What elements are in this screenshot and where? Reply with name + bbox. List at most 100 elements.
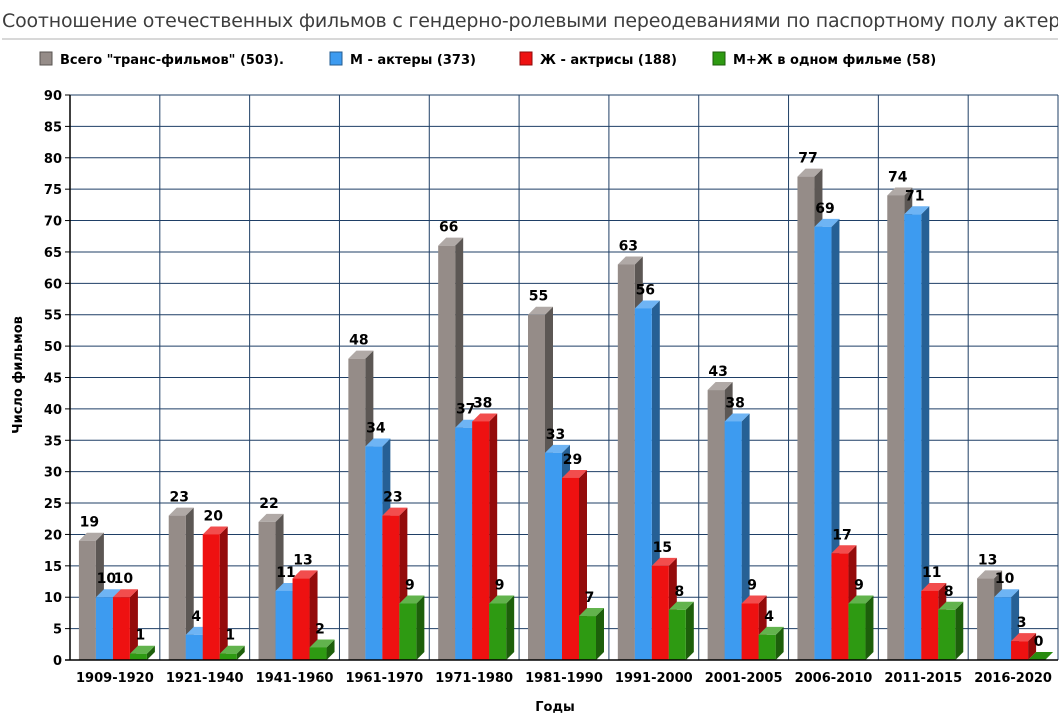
data-label: 10 [114, 571, 134, 587]
y-tick-label: 65 [44, 246, 62, 261]
y-tick-label: 60 [44, 277, 62, 292]
bar [292, 570, 318, 660]
bar-top [202, 526, 228, 535]
data-label: 4 [191, 609, 201, 625]
legend-entry: М+Ж в одном фильме (58) [733, 53, 936, 68]
bar-top [797, 168, 823, 177]
bar-front [202, 534, 220, 660]
bar-front [129, 653, 147, 660]
x-tick-label: 1909-1920 [76, 671, 154, 686]
data-label: 74 [888, 169, 908, 185]
bar-top [528, 306, 553, 315]
bar [399, 595, 425, 660]
bar [309, 639, 335, 660]
y-tick-label: 5 [53, 623, 62, 638]
bar-front [472, 421, 490, 660]
y-tick-label: 75 [44, 183, 62, 198]
data-label: 23 [169, 490, 188, 506]
data-label: 11 [922, 565, 941, 581]
bar-front [848, 603, 866, 660]
legend-entry: Всего "транс-фильмов" (503). [60, 53, 284, 68]
x-tick-label: 2016-2020 [974, 671, 1052, 686]
bar-top [309, 639, 335, 648]
bar-top [887, 187, 913, 196]
bar-top [1011, 633, 1037, 642]
bar-side [775, 626, 784, 660]
data-label: 33 [546, 427, 565, 443]
bar-side [185, 507, 194, 660]
legend-swatch [712, 51, 726, 66]
x-tick-label: 1961-1970 [345, 671, 423, 686]
bar-front [78, 540, 96, 660]
y-tick-label: 85 [44, 120, 62, 135]
bar [219, 645, 245, 660]
data-label: 3 [1017, 615, 1027, 631]
y-tick-label: 30 [44, 466, 62, 481]
bar-top [724, 413, 750, 422]
bar-front [814, 226, 832, 661]
bar-top [382, 507, 408, 516]
bar-side [236, 645, 245, 660]
bar [1011, 633, 1037, 660]
x-tick-label: 1941-1960 [256, 671, 334, 686]
bar-front [994, 597, 1012, 660]
x-tick-label: 2011-2015 [884, 671, 962, 686]
data-label: 7 [585, 590, 595, 606]
y-tick-label: 70 [44, 215, 62, 230]
bar-front [668, 609, 686, 660]
data-label: 20 [203, 508, 223, 524]
bar-front [921, 590, 939, 660]
data-label: 63 [619, 239, 638, 255]
bar-top [399, 595, 425, 604]
bar-top [562, 469, 587, 478]
bar [724, 413, 750, 660]
bar-top [78, 532, 104, 541]
bar-side [416, 595, 425, 660]
bar-top [977, 570, 1003, 579]
bar [129, 645, 155, 660]
bar-side [129, 589, 138, 660]
data-label: 23 [383, 490, 402, 506]
bar-top [651, 557, 677, 566]
bar-front [292, 578, 310, 660]
bar-top [489, 595, 515, 604]
bar-side [865, 595, 874, 660]
bar-top [95, 589, 121, 598]
data-label: 34 [366, 421, 386, 437]
bar-front [1011, 641, 1029, 660]
data-label: 8 [944, 584, 954, 600]
bar-top [365, 438, 391, 447]
bar-front [438, 245, 456, 660]
bar-front [562, 477, 579, 660]
y-tick-label: 0 [53, 654, 62, 669]
bar-top [831, 545, 857, 554]
bar-side [219, 526, 228, 660]
x-axis-label: Годы [535, 700, 574, 715]
bar-top [994, 589, 1020, 598]
data-label: 22 [259, 496, 278, 512]
data-label: 10 [995, 571, 1015, 587]
bar-front [707, 390, 725, 660]
data-label: 19 [80, 515, 99, 531]
y-tick-label: 80 [44, 152, 62, 167]
bar-top [579, 608, 604, 617]
x-tick-label: 1921-1940 [166, 671, 244, 686]
bar-front [579, 616, 596, 660]
bar-top [668, 601, 694, 610]
page-title: Соотношение отечественных фильмов с генд… [2, 8, 1058, 40]
bar-top [707, 382, 733, 391]
bar [489, 595, 515, 660]
bar-top [545, 444, 570, 453]
y-tick-label: 40 [44, 403, 62, 418]
data-label: 15 [653, 540, 672, 556]
bar-front [309, 647, 327, 660]
x-tick-label: 2006-2010 [795, 671, 873, 686]
data-label: 8 [674, 584, 684, 600]
data-label: 37 [456, 402, 475, 418]
bar-front [938, 609, 956, 660]
x-tick-label: 1971-1980 [435, 671, 513, 686]
data-label: 1 [136, 628, 146, 644]
data-label: 4 [764, 609, 774, 625]
bar-top [168, 507, 194, 516]
bar [938, 601, 964, 660]
